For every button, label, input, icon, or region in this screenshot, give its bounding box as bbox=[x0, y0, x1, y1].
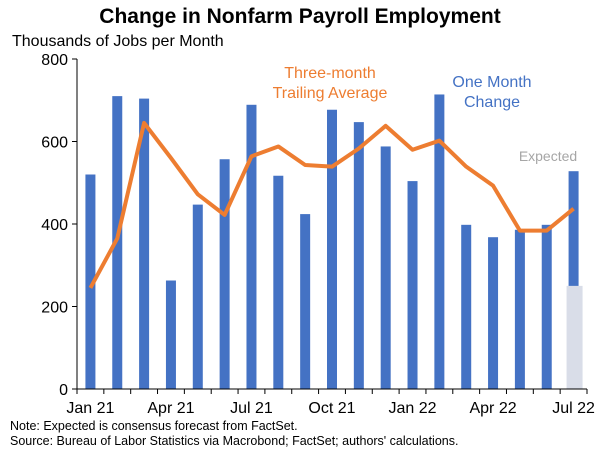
bar-may-21 bbox=[192, 204, 203, 389]
bar-sep-21 bbox=[300, 214, 311, 389]
chart-title: Change in Nonfarm Payroll Employment bbox=[99, 5, 500, 28]
plot-area: 0 200 400 600 800 Jan 21 Apr 21 Jul 21 Oct 21 Ja… bbox=[41, 52, 595, 417]
bar-dec-21 bbox=[380, 146, 391, 389]
y-tick-label: 800 bbox=[41, 52, 68, 69]
bar-label-line2: Change bbox=[464, 94, 520, 111]
x-tick-label: Oct 21 bbox=[308, 400, 355, 417]
footnote: Note: Expected is consensus forecast fro… bbox=[10, 419, 298, 433]
x-tick-label: Apr 21 bbox=[147, 400, 194, 417]
bar-jul-21 bbox=[246, 104, 257, 389]
bar-jun-22 bbox=[541, 224, 552, 389]
bar-nov-21 bbox=[353, 122, 364, 390]
bar-mar-21 bbox=[139, 98, 150, 389]
x-tick-label: Jul 21 bbox=[230, 400, 273, 417]
y-tick-label: 200 bbox=[41, 300, 68, 317]
bar-jan-22 bbox=[407, 181, 418, 389]
bar-aug-21 bbox=[273, 175, 284, 389]
x-tick-label: Apr 22 bbox=[469, 400, 516, 417]
bar-jun-21 bbox=[219, 159, 230, 389]
bar-feb-22 bbox=[434, 94, 445, 389]
bar-jan-21 bbox=[85, 174, 96, 389]
y-tick-label: 600 bbox=[41, 135, 68, 152]
x-tick-label: Jul 22 bbox=[552, 400, 595, 417]
y-tick-label: 400 bbox=[41, 217, 68, 234]
bar-may-22 bbox=[514, 229, 525, 389]
y-axis-label: Thousands of Jobs per Month bbox=[12, 33, 224, 50]
three-month-average-line bbox=[88, 120, 575, 289]
bar-label-line1: One Month bbox=[452, 74, 531, 91]
bar-apr-21 bbox=[165, 280, 176, 389]
bar-oct-21 bbox=[327, 109, 337, 390]
x-tick-label: Jan 21 bbox=[66, 400, 114, 417]
avg-label-line1: Three-month bbox=[284, 65, 376, 82]
bar-mar-22 bbox=[461, 224, 472, 389]
y-tick-label: 0 bbox=[59, 382, 68, 399]
expected-bar bbox=[566, 285, 583, 389]
avg-label-line2: Trailing Average bbox=[273, 85, 388, 102]
bar-jul-22 bbox=[568, 171, 579, 389]
bar-apr-22 bbox=[488, 237, 499, 389]
source-note: Source: Bureau of Labor Statistics via M… bbox=[10, 434, 458, 448]
x-tick-label: Jan 22 bbox=[389, 400, 437, 417]
expected-label: Expected bbox=[519, 148, 577, 164]
